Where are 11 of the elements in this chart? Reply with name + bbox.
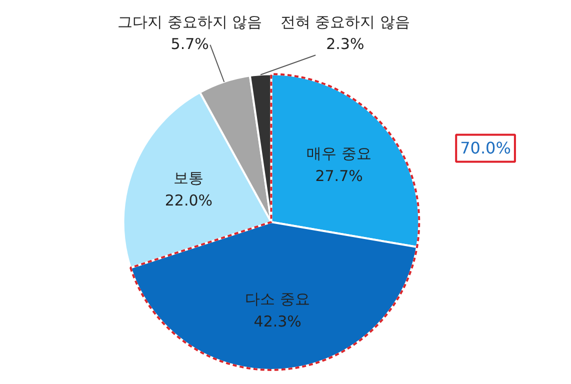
data-label: 5.7% [170,34,209,53]
slice-label: 매우 중요 [306,144,372,163]
data-label: 2.3% [326,34,364,53]
data-label: 27.7% [315,167,363,186]
data-label: 22.0% [164,192,213,210]
slice-label: 보통 [174,169,204,188]
data-label: 42.3% [254,312,302,331]
slice-label: 전혀 중요하지 않음 [280,13,410,32]
slice-label: 그다지 중요하지 않음 [118,13,262,32]
text: 70.0% [460,138,511,158]
slice-label: 다소 중요 [245,290,310,308]
